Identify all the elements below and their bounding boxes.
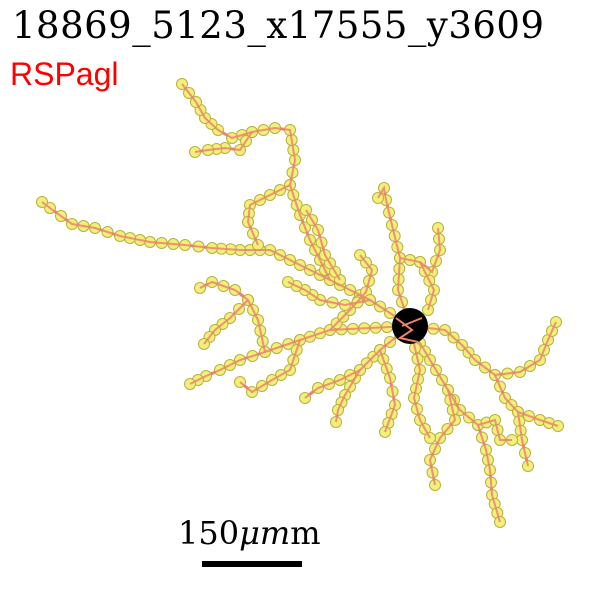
neurite-overlay <box>239 339 301 394</box>
neurite-overlay <box>304 369 361 399</box>
neurite-overlay <box>199 280 266 353</box>
neurite-overlay <box>189 325 411 385</box>
neurite-overlay <box>517 411 529 467</box>
soma <box>392 308 428 344</box>
neurite-branches <box>40 82 560 524</box>
scale-bar <box>202 561 302 567</box>
neurite-overlay <box>428 389 457 486</box>
neurite-overlay <box>41 201 411 327</box>
neurite-overlay <box>287 281 371 307</box>
scale-bar-label: 150μmm <box>178 514 321 552</box>
neurite-overlay <box>203 299 249 345</box>
neuron-id-title: 18869_5123_x17555_y3609 <box>12 4 545 47</box>
neurite-overlay <box>329 254 374 331</box>
brain-region-label: RSPagl <box>10 56 119 92</box>
neurite-overlay <box>419 261 436 311</box>
neurite-overlay <box>305 209 341 281</box>
neurite-overlay <box>379 349 397 433</box>
neurite-overlay <box>194 131 253 153</box>
neurite-overlay <box>246 184 291 246</box>
neurite-overlay <box>477 418 512 441</box>
neurite-overlay <box>409 325 431 439</box>
neurite-overlay <box>399 227 442 274</box>
trace-nodes <box>36 78 564 528</box>
neurite-overlay <box>335 325 411 423</box>
neurite-overlay <box>377 185 411 327</box>
neurite-overlay <box>181 83 331 281</box>
